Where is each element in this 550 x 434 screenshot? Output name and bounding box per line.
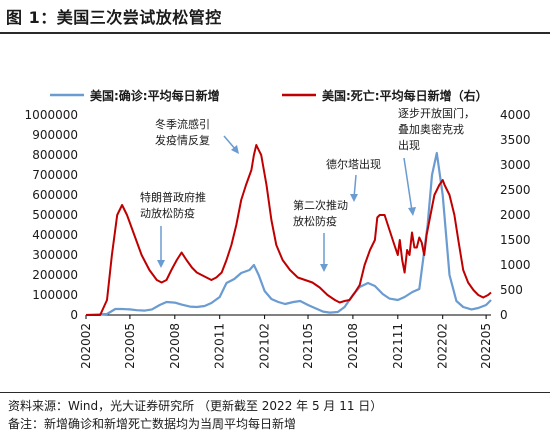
cases-line bbox=[85, 151, 492, 317]
x-tick-label: 202005 bbox=[123, 323, 137, 369]
x-tick-label: 202002 bbox=[79, 323, 93, 369]
annotation-delta: 德尔塔出现 bbox=[326, 157, 381, 171]
legend-label-cases: 美国:确诊:平均每日新增 bbox=[90, 88, 220, 103]
series-lines bbox=[85, 144, 492, 317]
x-tick-label: 202111 bbox=[391, 323, 405, 369]
x-tick-label: 202108 bbox=[346, 323, 360, 369]
dual-axis-line-chart: 0 100000 200000 300000 400000 500000 600000 700… bbox=[25, 88, 531, 369]
right-tick-label: 1500 bbox=[500, 233, 531, 247]
left-tick-label: 500000 bbox=[32, 208, 78, 222]
right-axis-ticks: 0 500 1000 1500 2000 2500 3000 3500 4000 bbox=[500, 108, 531, 322]
left-tick-label: 200000 bbox=[32, 268, 78, 282]
right-tick-label: 3000 bbox=[500, 158, 531, 172]
right-tick-label: 4000 bbox=[500, 108, 531, 122]
annotations: 特朗普政府推动放松防疫 冬季流感引发疫情反复 第二次推动放松防疫 德尔塔出现 逐… bbox=[140, 106, 475, 272]
x-tick-label: 202011 bbox=[213, 323, 227, 369]
left-axis-ticks: 0 100000 200000 300000 400000 500000 600000 700… bbox=[25, 108, 78, 322]
annotation-arrowhead-delta bbox=[350, 194, 358, 202]
left-tick-label: 400000 bbox=[32, 228, 78, 242]
right-tick-label: 3500 bbox=[500, 133, 531, 147]
left-tick-label: 0 bbox=[70, 308, 78, 322]
annotation-trump-reopen: 特朗普政府推动放松防疫 bbox=[140, 190, 206, 220]
right-tick-label: 500 bbox=[500, 283, 523, 297]
left-tick-label: 1000000 bbox=[25, 108, 78, 122]
annotation-arrowhead-second bbox=[320, 264, 328, 272]
x-axis-ticks: 202002 202005 202008 202011 202102 202105 2021… bbox=[79, 315, 493, 369]
x-tick-label: 202008 bbox=[168, 323, 182, 369]
annotation-arrowhead-omicron bbox=[408, 207, 416, 216]
left-tick-label: 100000 bbox=[32, 288, 78, 302]
right-tick-label: 0 bbox=[500, 308, 508, 322]
annotation-arrowhead-winter bbox=[231, 145, 239, 154]
left-tick-label: 700000 bbox=[32, 168, 78, 182]
right-tick-label: 2000 bbox=[500, 208, 531, 222]
x-tick-label: 202102 bbox=[258, 323, 272, 369]
left-tick-label: 300000 bbox=[32, 248, 78, 262]
figure-title: 图 1：美国三次尝试放松管控 bbox=[6, 8, 222, 27]
legend: 美国:确诊:平均每日新增 美国:死亡:平均每日新增（右） bbox=[50, 88, 488, 103]
annotation-winter-flu: 冬季流感引发疫情反复 bbox=[155, 117, 210, 147]
x-tick-label: 202105 bbox=[301, 323, 315, 369]
legend-label-deaths: 美国:死亡:平均每日新增（右） bbox=[322, 88, 488, 103]
left-tick-label: 600000 bbox=[32, 188, 78, 202]
deaths-line bbox=[86, 144, 492, 316]
right-tick-label: 1000 bbox=[500, 258, 531, 272]
annotation-second-reopen: 第二次推动放松防疫 bbox=[293, 198, 348, 228]
top-rule bbox=[0, 32, 550, 34]
x-tick-label: 202202 bbox=[436, 323, 450, 369]
annotation-omicron: 逐步开放国门，叠加奥密克戎出现 bbox=[398, 106, 475, 152]
x-tick-label: 202205 bbox=[479, 323, 493, 369]
remark-note: 备注：新增确诊和新增死亡数据均为当周平均每日新增 bbox=[8, 417, 297, 431]
annotation-arrow-omicron bbox=[403, 157, 413, 212]
left-tick-label: 900000 bbox=[32, 128, 78, 142]
source-note: 资料来源：Wind，光大证券研究所 （更新截至 2022 年 5 月 11 日） bbox=[8, 399, 383, 413]
right-tick-label: 2500 bbox=[500, 183, 531, 197]
left-tick-label: 800000 bbox=[32, 148, 78, 162]
annotation-arrowhead-trump bbox=[157, 260, 165, 268]
bottom-rule bbox=[0, 392, 550, 393]
